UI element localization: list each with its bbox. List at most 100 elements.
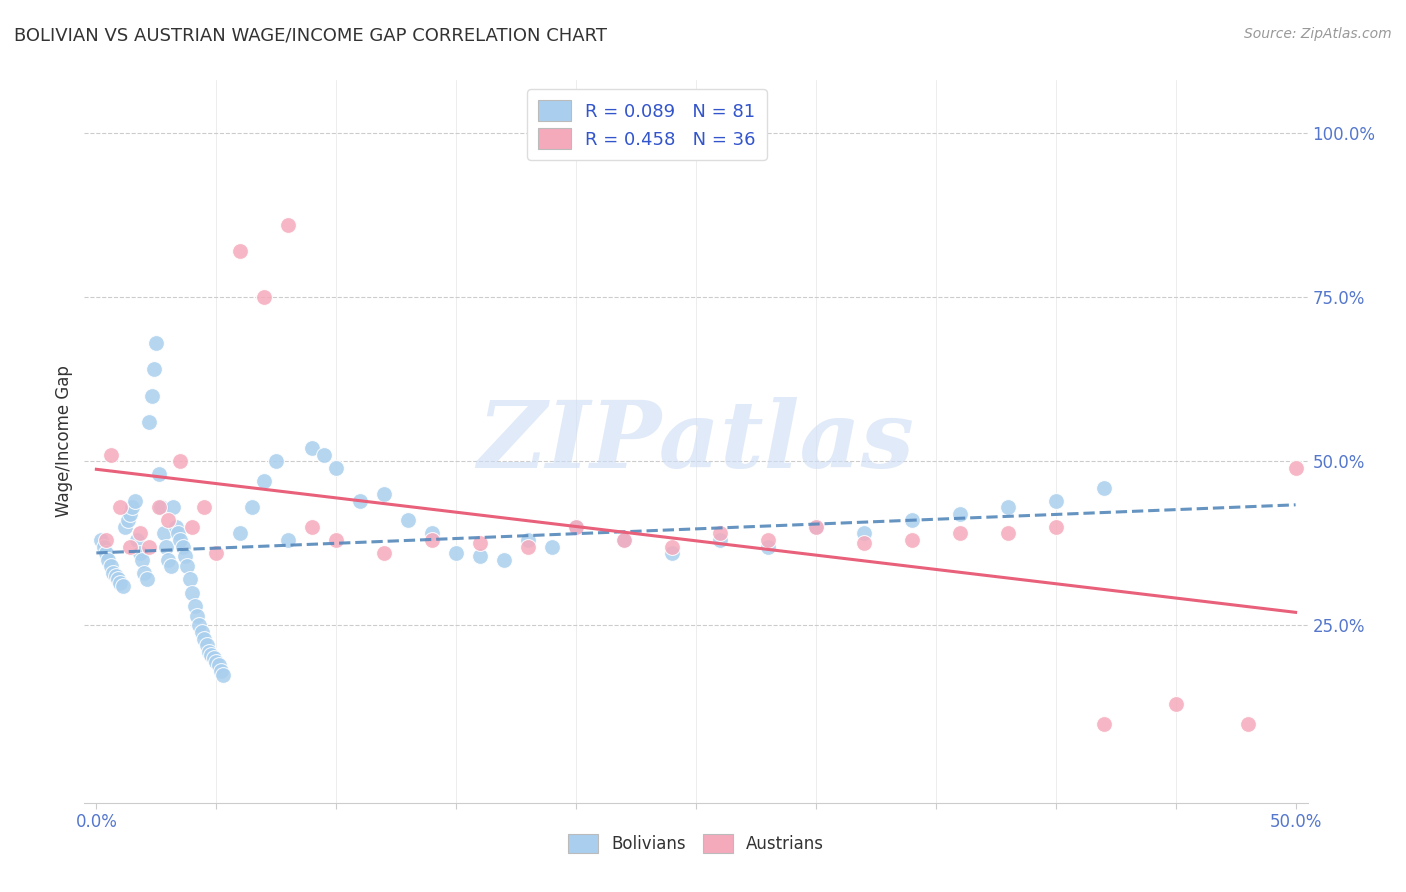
Point	[804, 520, 827, 534]
Text: Source: ZipAtlas.com: Source: ZipAtlas.com	[1244, 27, 1392, 41]
Point	[191, 625, 214, 640]
Point	[444, 546, 467, 560]
Point	[138, 540, 160, 554]
Point	[128, 546, 150, 560]
Point	[277, 218, 299, 232]
Point	[709, 526, 731, 541]
Point	[1236, 717, 1258, 731]
Point	[193, 632, 215, 646]
Point	[128, 526, 150, 541]
Legend: Bolivians, Austrians: Bolivians, Austrians	[561, 827, 831, 860]
Point	[420, 533, 443, 547]
Point	[373, 487, 395, 501]
Point	[93, 540, 115, 554]
Point	[349, 493, 371, 508]
Point	[186, 608, 208, 623]
Point	[110, 500, 132, 515]
Point	[613, 533, 636, 547]
Point	[314, 448, 336, 462]
Point	[565, 520, 588, 534]
Point	[117, 513, 139, 527]
Point	[148, 500, 170, 515]
Point	[118, 507, 141, 521]
Point	[661, 546, 683, 560]
Point	[901, 513, 924, 527]
Point	[541, 540, 564, 554]
Point	[205, 655, 228, 669]
Point	[208, 657, 231, 672]
Point	[155, 540, 177, 554]
Point	[804, 520, 827, 534]
Point	[200, 648, 222, 662]
Point	[118, 540, 141, 554]
Point	[97, 553, 120, 567]
Point	[127, 533, 149, 547]
Text: ZIPatlas: ZIPatlas	[478, 397, 914, 486]
Point	[240, 500, 263, 515]
Point	[150, 500, 173, 515]
Point	[179, 573, 201, 587]
Point	[301, 520, 323, 534]
Point	[111, 579, 134, 593]
Point	[253, 290, 276, 304]
Text: BOLIVIAN VS AUSTRIAN WAGE/INCOME GAP CORRELATION CHART: BOLIVIAN VS AUSTRIAN WAGE/INCOME GAP COR…	[14, 27, 607, 45]
Point	[107, 573, 129, 587]
Point	[202, 651, 225, 665]
Point	[661, 540, 683, 554]
Point	[517, 540, 540, 554]
Point	[100, 559, 122, 574]
Point	[1164, 698, 1187, 712]
Point	[169, 454, 191, 468]
Point	[100, 448, 122, 462]
Point	[110, 575, 132, 590]
Point	[114, 520, 136, 534]
Point	[209, 665, 232, 679]
Point	[301, 441, 323, 455]
Point	[181, 520, 204, 534]
Point	[565, 520, 588, 534]
Point	[997, 526, 1019, 541]
Point	[181, 585, 204, 599]
Point	[141, 388, 163, 402]
Point	[195, 638, 218, 652]
Point	[148, 467, 170, 482]
Point	[1284, 460, 1306, 475]
Point	[756, 533, 779, 547]
Point	[121, 500, 143, 515]
Y-axis label: Wage/Income Gap: Wage/Income Gap	[55, 366, 73, 517]
Point	[468, 536, 491, 550]
Point	[188, 618, 211, 632]
Point	[852, 526, 875, 541]
Point	[198, 645, 221, 659]
Point	[325, 533, 347, 547]
Point	[169, 533, 191, 547]
Point	[229, 244, 252, 258]
Point	[373, 546, 395, 560]
Point	[949, 526, 972, 541]
Point	[94, 546, 117, 560]
Point	[420, 526, 443, 541]
Point	[229, 526, 252, 541]
Point	[142, 362, 165, 376]
Point	[517, 533, 540, 547]
Point	[264, 454, 287, 468]
Point	[152, 526, 174, 541]
Point	[101, 566, 124, 580]
Point	[90, 533, 112, 547]
Point	[176, 559, 198, 574]
Point	[157, 553, 180, 567]
Point	[277, 533, 299, 547]
Point	[134, 566, 156, 580]
Point	[396, 513, 419, 527]
Point	[193, 500, 215, 515]
Point	[468, 549, 491, 564]
Point	[174, 549, 197, 564]
Point	[852, 536, 875, 550]
Point	[709, 533, 731, 547]
Point	[138, 415, 160, 429]
Point	[1045, 493, 1067, 508]
Point	[145, 336, 167, 351]
Point	[172, 540, 194, 554]
Point	[159, 559, 181, 574]
Point	[167, 526, 190, 541]
